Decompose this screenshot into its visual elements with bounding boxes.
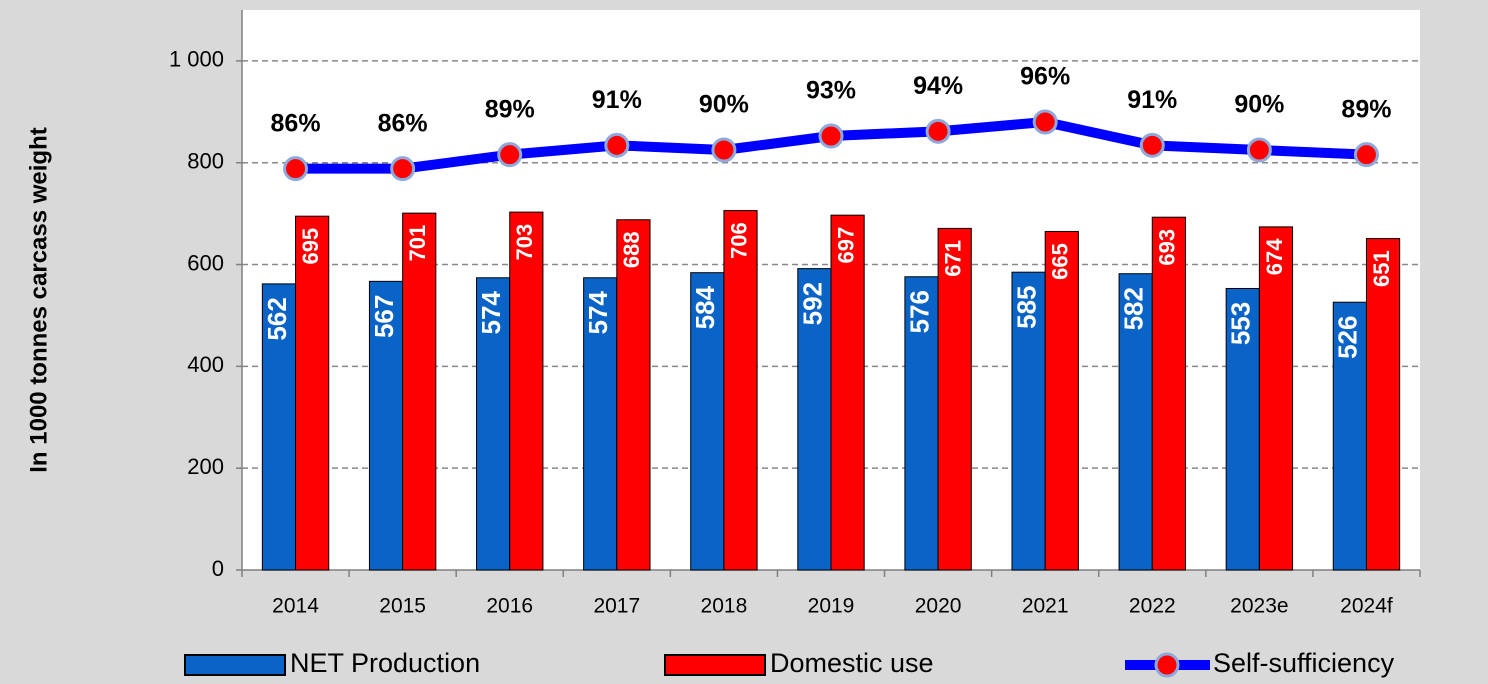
x-tick-label: 2015 [379,595,426,618]
marker [497,142,523,168]
x-tick-label: 2019 [808,595,855,618]
y-tick-label: 0 [212,556,224,581]
data-label: 665 [1048,243,1073,280]
bar [723,210,758,571]
bar [690,272,725,571]
data-label: 671 [941,240,966,277]
data-label: 89% [1341,95,1391,123]
x-tick-label: 2024f [1340,595,1393,618]
marker [1032,109,1058,135]
bar [261,283,297,571]
marker [604,132,630,158]
x-tick-label: 2021 [1022,595,1069,618]
bar [509,211,544,571]
legend-label: Domestic use [770,648,934,678]
marker [925,118,951,144]
data-label: 674 [1262,238,1287,275]
bar [1011,271,1046,571]
bar [1151,216,1186,571]
bar [1118,273,1153,571]
data-label: 567 [369,295,399,338]
data-label: 562 [262,297,292,340]
data-label: 695 [298,228,323,265]
bar [937,227,972,571]
y-tick-label: 200 [187,454,224,479]
y-axis-label: In 1000 tonnes carcass weight [25,127,52,472]
bar [904,276,939,571]
bar [368,280,404,571]
legend-swatch [664,654,766,676]
x-tick-label: 2023e [1230,595,1288,618]
x-tick-label: 2016 [486,595,533,618]
data-label: 688 [619,231,644,268]
marker [711,137,737,163]
data-label: 90% [1234,91,1284,119]
y-tick-label: 600 [187,250,224,275]
data-label: 93% [806,77,856,105]
marker [1246,137,1272,163]
data-label: 91% [592,86,642,114]
data-label: 592 [797,282,827,325]
legend-label: NET Production [290,648,480,678]
bar [402,212,437,571]
bar [1365,238,1401,571]
data-label: 86% [271,109,321,137]
bar [583,277,618,571]
bar [797,268,832,571]
x-tick-label: 2020 [915,595,962,618]
data-label: 706 [726,222,751,259]
bar [1044,230,1079,571]
legend-label: Self-sufficiency [1213,648,1395,678]
bar [830,214,865,571]
x-tick-label: 2018 [701,595,748,618]
legend-marker [1154,652,1180,678]
bar [1258,226,1294,571]
y-tick-label: 400 [187,352,224,377]
data-label: 86% [378,109,428,137]
data-label: 526 [1333,316,1363,359]
data-label: 94% [913,72,963,100]
data-label: 701 [405,225,430,262]
data-label: 574 [476,291,506,335]
data-label: 697 [833,227,858,264]
marker [818,123,844,149]
legend-swatch [184,654,286,676]
y-tick-label: 1 000 [169,47,224,72]
data-label: 693 [1155,229,1180,266]
marker [1139,132,1165,158]
x-tick-label: 2017 [593,595,640,618]
data-label: 90% [699,91,749,119]
x-tick-label: 2014 [272,595,319,618]
data-label: 582 [1119,287,1149,330]
data-label: 584 [690,285,720,329]
data-label: 574 [583,291,613,335]
bar [295,215,330,571]
data-label: 703 [512,224,537,261]
marker [390,156,416,182]
x-tick-label: 2022 [1129,595,1176,618]
data-label: 585 [1011,285,1041,328]
data-label: 553 [1226,302,1256,345]
bar [616,219,651,571]
data-label: 91% [1127,86,1177,114]
data-label: 576 [904,290,934,333]
data-label: 651 [1369,250,1394,287]
marker [283,156,309,182]
bar [476,277,511,571]
y-tick-label: 800 [187,149,224,174]
data-label: 89% [485,95,535,123]
data-label: 96% [1020,63,1070,91]
marker [1353,142,1379,168]
